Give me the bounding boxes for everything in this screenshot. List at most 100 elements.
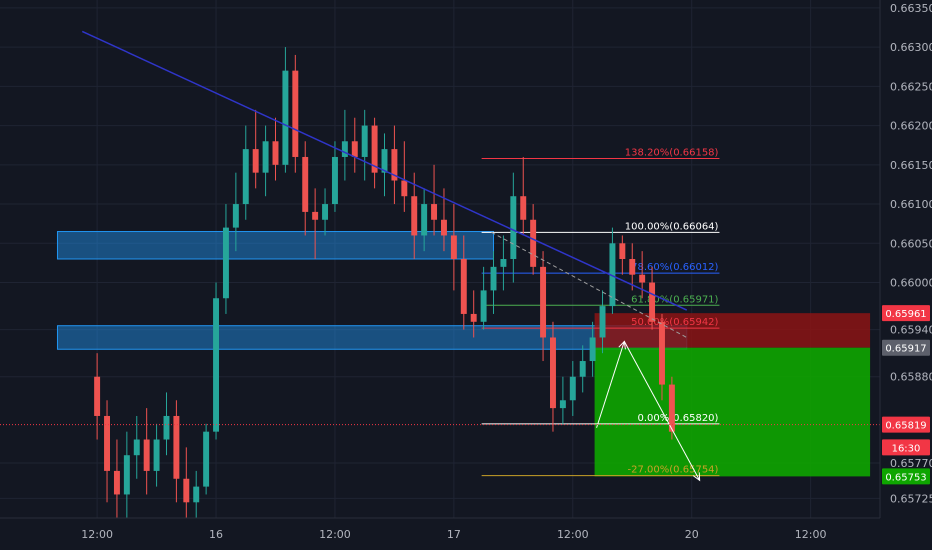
- candle-body: [639, 274, 646, 283]
- time-tick-label: 12:00: [81, 528, 113, 541]
- price-tag-label: 0.65819: [885, 421, 926, 432]
- candle-body: [500, 259, 507, 267]
- candle-body: [193, 486, 200, 503]
- fib-level-label: 78.60%(0.66012): [631, 262, 718, 273]
- candle-body: [133, 439, 140, 456]
- price-tag-label: 0.65961: [885, 309, 926, 320]
- candles: [94, 47, 675, 518]
- candle-body: [490, 266, 497, 291]
- candle-body: [381, 149, 388, 173]
- fib-level-label: 0.00%(0.65820): [638, 413, 719, 424]
- resistance-zone-upper: [56, 231, 495, 260]
- position-zones: [594, 313, 871, 477]
- price-axis: 0.66350 0.66300 0.66250 0.66200 0.66150 0.661…: [890, 2, 932, 506]
- candle-body: [520, 196, 527, 220]
- projection-path: [596, 341, 625, 428]
- candle-body: [143, 439, 150, 471]
- candle-body: [331, 156, 338, 205]
- price-tick-label: 0.65770: [890, 457, 932, 470]
- fibonacci-levels: 138.20%(0.66158) 100.00%(0.66064) 78.60%(0…: [481, 148, 720, 477]
- candle-body: [183, 478, 190, 503]
- time-tick-label: 12:00: [795, 528, 827, 541]
- price-tick-label: 0.66250: [890, 80, 932, 93]
- candle-body: [609, 243, 616, 307]
- candle-body: [411, 196, 418, 236]
- candle-body: [322, 204, 329, 220]
- price-tick-label: 0.66300: [890, 41, 932, 54]
- candle-body: [569, 376, 576, 401]
- candle-body: [550, 337, 556, 409]
- candle-body: [559, 400, 566, 409]
- price-tag-label: 0.65917: [885, 344, 926, 355]
- price-tick-label: 0.66100: [890, 198, 932, 211]
- candle-body: [282, 70, 289, 165]
- candle-body: [431, 204, 438, 220]
- fib-diagonal: [491, 231, 687, 338]
- candle-body: [203, 431, 210, 487]
- price-tag: [882, 305, 930, 322]
- candle-body: [401, 180, 408, 197]
- price-tick-label: 0.65940: [890, 324, 932, 337]
- price-tick-label: 0.65880: [890, 371, 932, 384]
- candle-body: [391, 149, 398, 181]
- projection-arrowhead: [692, 472, 701, 482]
- candle-body: [262, 141, 269, 173]
- candle-body: [104, 415, 110, 471]
- candle-body: [123, 455, 130, 495]
- fib-level-label: 61.80%(0.65971): [631, 294, 718, 305]
- price-tag: [882, 339, 930, 356]
- candle-body: [599, 306, 606, 338]
- candle-body: [480, 290, 487, 322]
- candle-body: [153, 439, 160, 471]
- descending-trendline: [81, 30, 688, 311]
- time-tick-label: 17: [447, 528, 461, 541]
- candle-body: [222, 227, 229, 299]
- time-axis[interactable]: 12:00 16 12:00 17 12:00 20 12:00: [81, 528, 826, 541]
- candle-body: [460, 259, 467, 314]
- candle-body: [312, 211, 319, 220]
- candle-body: [629, 259, 636, 275]
- candle-body: [619, 243, 626, 259]
- price-axis-panel[interactable]: [880, 0, 932, 550]
- candle-body: [113, 470, 120, 495]
- candle-body: [440, 219, 447, 236]
- candle-body: [510, 196, 517, 259]
- candle-body: [341, 141, 348, 157]
- price-tag-label: 16:30: [892, 443, 921, 454]
- candle-body: [668, 384, 675, 432]
- candle-body: [649, 282, 656, 322]
- candle-body: [361, 125, 368, 157]
- price-tag: [882, 468, 930, 485]
- time-tick-label: 20: [685, 528, 699, 541]
- candle-body: [351, 141, 358, 157]
- fib-level-label: 50.00%(0.65942): [631, 317, 718, 328]
- candle-body: [450, 235, 457, 259]
- projection-layer: [491, 231, 701, 482]
- candle-body: [371, 125, 378, 173]
- price-tick-label: 0.66150: [890, 159, 932, 172]
- candle-body: [213, 298, 220, 432]
- candle-body: [94, 376, 101, 416]
- price-tags: 0.65961 0.65917 0.65819 16:30 0.65753: [882, 305, 930, 485]
- stop-loss-zone: [594, 313, 871, 348]
- candle-body: [173, 415, 180, 479]
- price-tick-label: 0.66200: [890, 120, 932, 133]
- price-tag: [882, 416, 930, 433]
- candle-body: [252, 149, 259, 173]
- time-tick-label: 16: [209, 528, 223, 541]
- take-profit-zone: [594, 347, 871, 477]
- candle-body: [272, 141, 279, 165]
- candle-body: [242, 149, 249, 205]
- candle-body: [530, 219, 537, 267]
- fib-level-label: 138.20%(0.66158): [625, 148, 719, 159]
- price-tag-label: 0.65753: [885, 472, 926, 483]
- price-tick-label: 0.66050: [890, 237, 932, 250]
- candle-body: [589, 337, 596, 362]
- candle-body: [302, 156, 309, 212]
- time-tick-label: 12:00: [319, 528, 351, 541]
- price-tick-label: 0.66000: [890, 277, 932, 290]
- trendline-layer: [81, 30, 688, 311]
- time-tick-label: 12:00: [557, 528, 589, 541]
- candle-body: [292, 70, 299, 157]
